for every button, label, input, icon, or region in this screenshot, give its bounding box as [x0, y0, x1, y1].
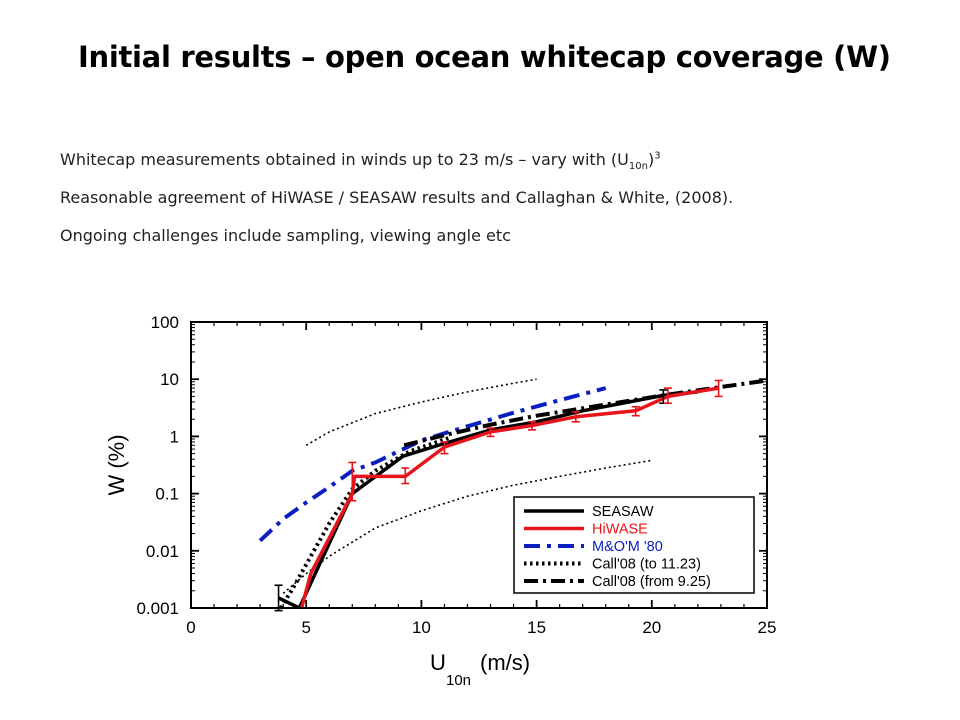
series-line-m-o-m-80: [258, 386, 607, 543]
x-axis-label-unit: (m/s): [480, 650, 530, 675]
legend-label: HiWASE: [592, 522, 648, 538]
x-tick-label: 10: [412, 618, 431, 637]
y-tick-label: 0.001: [136, 599, 179, 618]
bullet-1-subscript: 10n: [628, 161, 648, 173]
whitecap-chart: 0 5 10 15 20 25 0.001 0.01 0.1 1 10 100 W (%) U10n (m/…: [104, 313, 776, 689]
x-tick-label: 5: [301, 618, 310, 637]
legend-label: M&O'M '80: [592, 539, 663, 555]
series-line-call-08-to-11-23: [279, 435, 451, 608]
bullet-1-close: ): [647, 150, 655, 169]
plot-layer: [258, 378, 767, 612]
legend-label: Call'08 (to 11.23): [592, 557, 701, 573]
y-axis-label: W (%): [104, 434, 129, 495]
y-tick-label: 1: [170, 427, 179, 446]
y-tick-label: 100: [151, 313, 179, 332]
legend-box: [513, 496, 755, 594]
x-tick-label: 25: [758, 618, 777, 637]
slide-title: Initial results – open ocean whitecap co…: [78, 40, 891, 74]
legend-label: SEASAW: [592, 504, 654, 520]
x-axis-label-sub: 10n: [446, 672, 471, 689]
bullet-1-superscript: 3: [654, 150, 661, 162]
bullet-1: Whitecap measurements obtained in winds …: [60, 150, 733, 176]
bullet-2: Reasonable agreement of HiWASE / SEASAW …: [60, 188, 734, 207]
bound-line-1: [305, 378, 537, 446]
x-tick-label: 15: [527, 618, 546, 637]
y-tick-label: 0.01: [146, 542, 179, 561]
y-tick-label: 0.1: [155, 485, 179, 504]
plot-frame: [190, 321, 768, 609]
x-axis-label-main: U: [430, 650, 446, 675]
axes-layer: 0 5 10 15 20 25 0.001 0.01 0.1 1 10 100 W (%) U10n (m/…: [104, 313, 776, 689]
bullet-3: Ongoing challenges include sampling, vie…: [60, 226, 511, 245]
bullet-list: Whitecap measurements obtained in winds …: [60, 150, 733, 264]
bullet-1-text: Whitecap measurements obtained in winds …: [60, 150, 629, 169]
y-tick-label: 10: [160, 370, 179, 389]
legend-label: Call'08 (from 9.25): [592, 574, 711, 590]
x-tick-label: 20: [642, 618, 661, 637]
x-tick-label: 0: [186, 618, 195, 637]
series-line-hiwase: [299, 386, 719, 608]
bound-line-2: [282, 459, 652, 595]
